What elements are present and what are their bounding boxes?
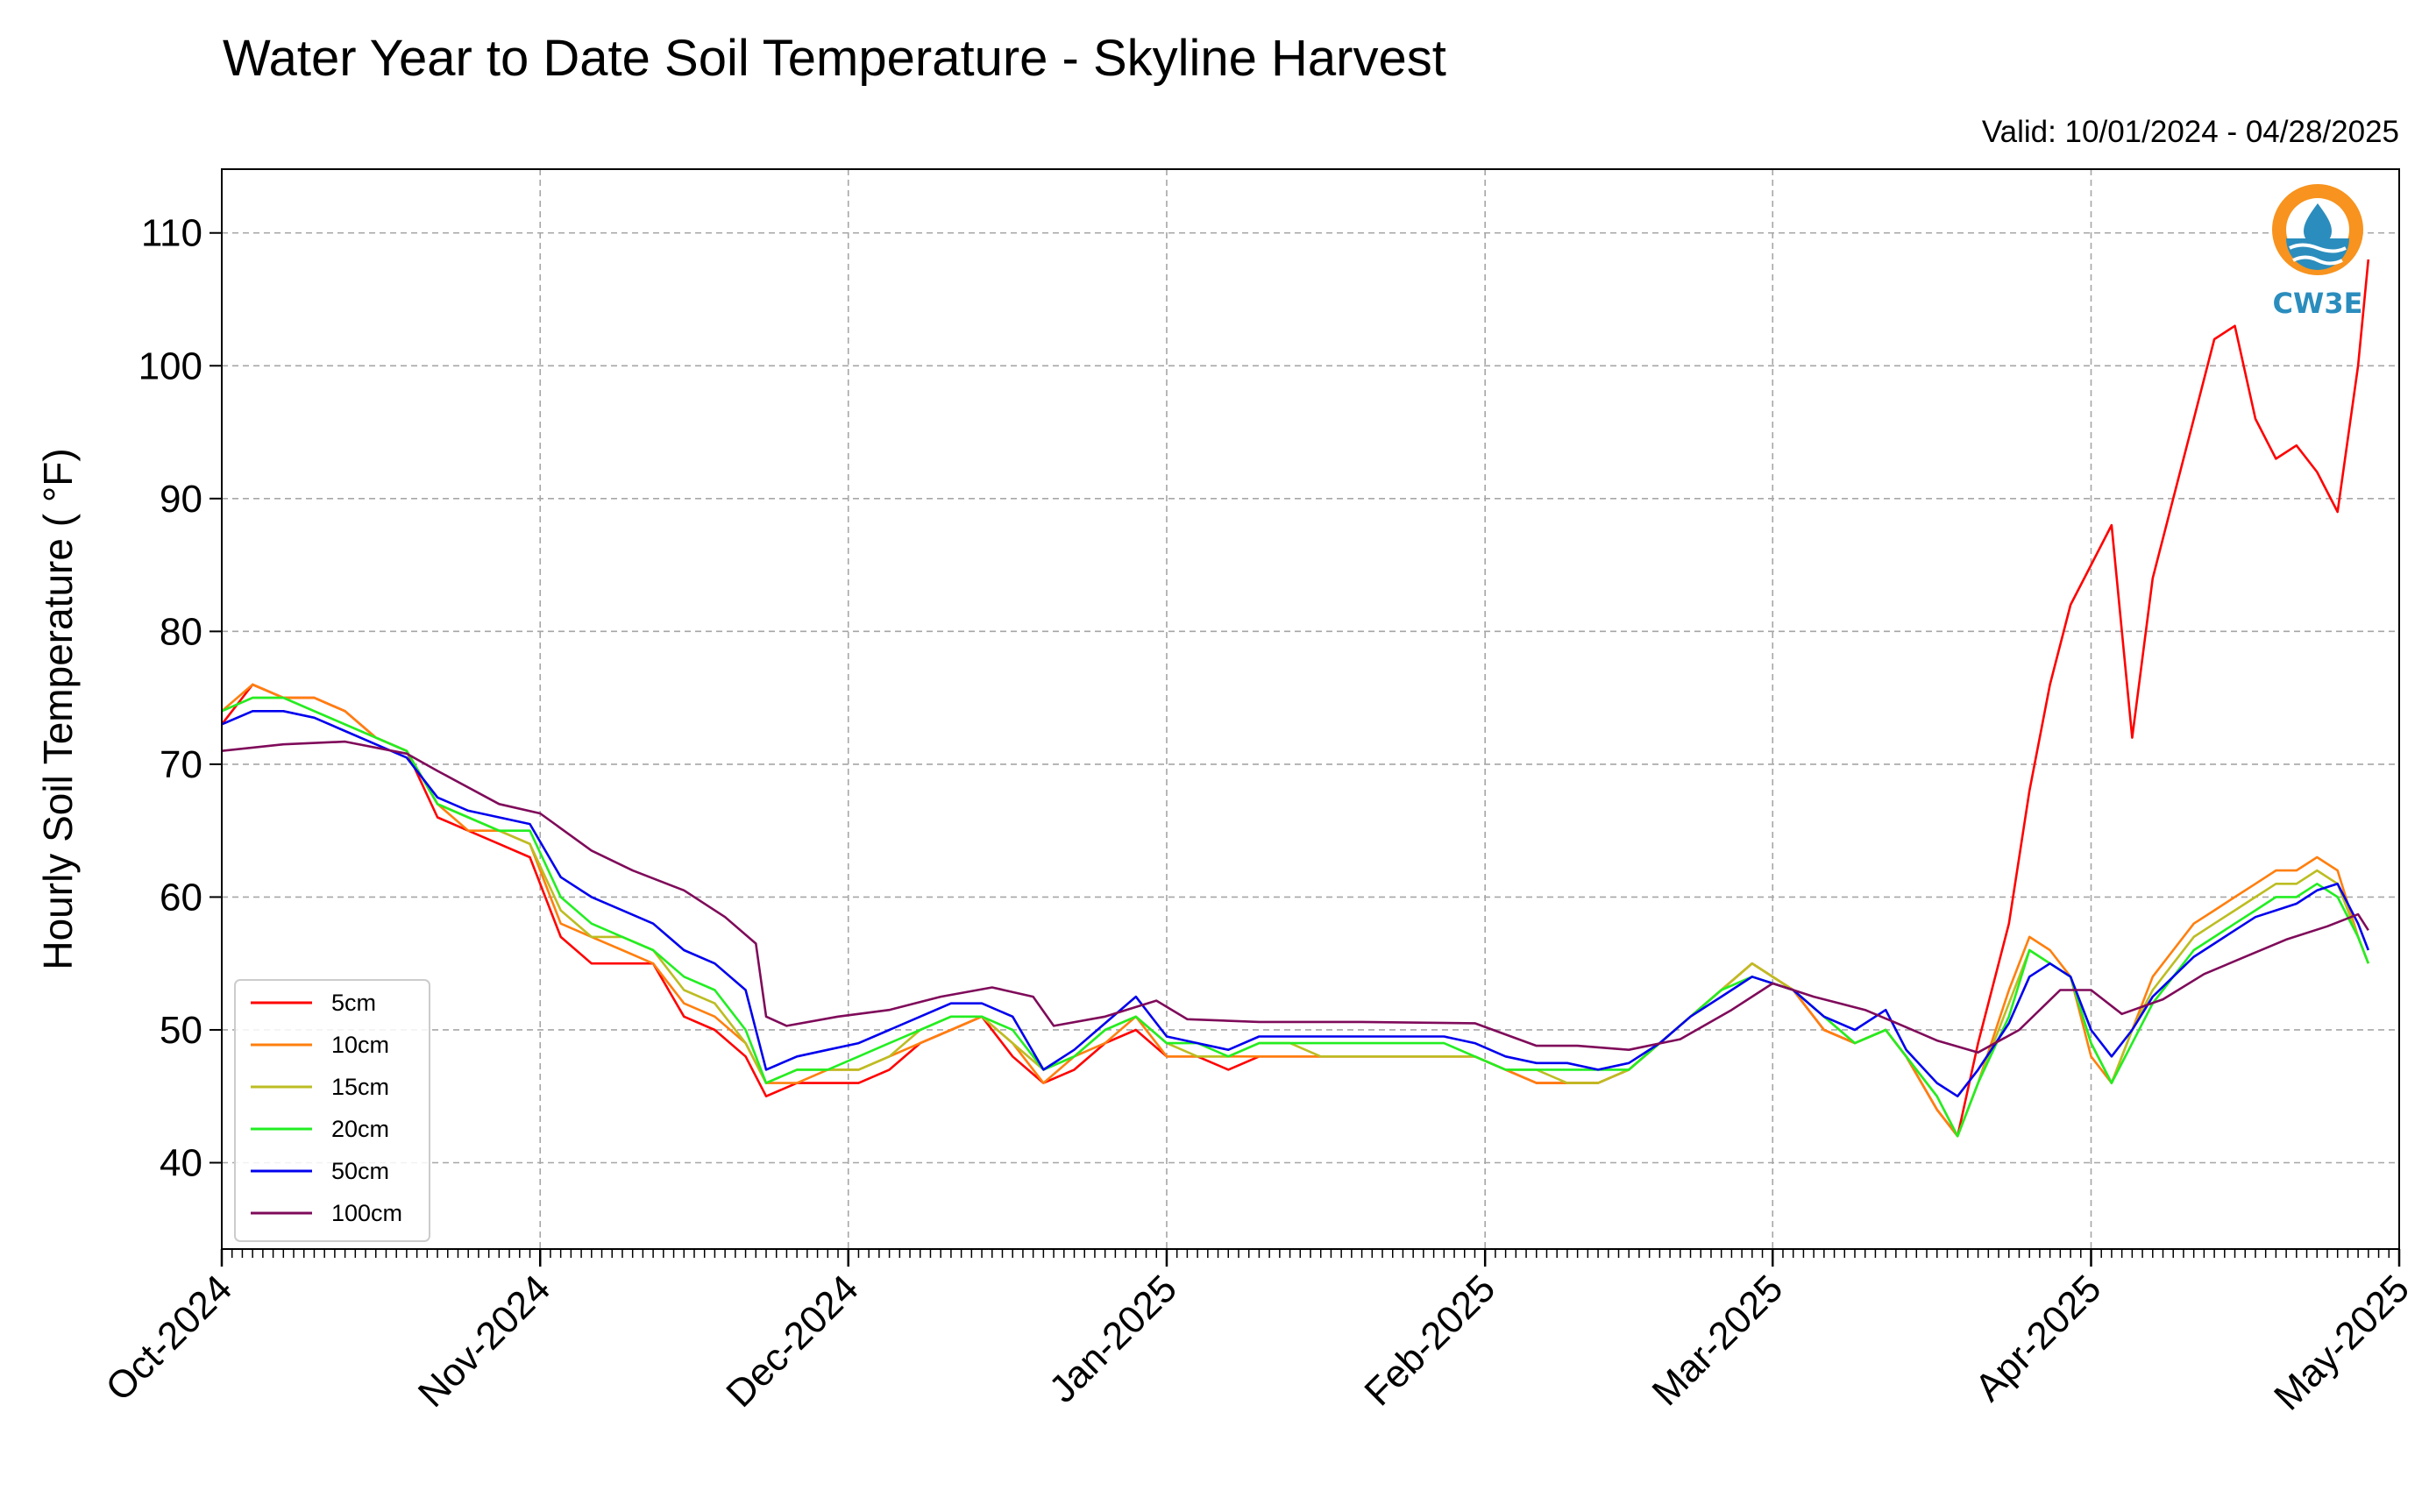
series-line-20cm bbox=[221, 696, 2370, 1138]
series-line-100cm bbox=[221, 740, 2369, 1054]
y-tick-label: 70 bbox=[160, 743, 202, 786]
legend-label-100cm: 100cm bbox=[331, 1200, 402, 1226]
legend-label-15cm: 15cm bbox=[331, 1074, 389, 1100]
legend: 5cm 10cm 15cm 20cm 50cm 100cm bbox=[234, 979, 430, 1242]
y-tick-label: 90 bbox=[160, 478, 202, 521]
legend-label-5cm: 5cm bbox=[331, 990, 376, 1016]
legend-label-50cm: 50cm bbox=[331, 1158, 389, 1184]
legend-label-20cm: 20cm bbox=[331, 1116, 389, 1142]
y-axis-ticks: 40 50 60 70 80 90 100 110 bbox=[138, 212, 222, 1185]
y-tick-label: 40 bbox=[160, 1142, 202, 1185]
cw3e-logo: CW3E bbox=[2272, 184, 2363, 320]
legend-label-10cm: 10cm bbox=[331, 1032, 389, 1058]
logo-drop-icon bbox=[2304, 203, 2332, 245]
y-tick-label: 80 bbox=[160, 610, 202, 653]
y-axis-label: Hourly Soil Temperature ( °F) bbox=[35, 448, 81, 969]
y-tick-label: 50 bbox=[160, 1009, 202, 1052]
y-tick-label: 100 bbox=[138, 344, 202, 387]
y-tick-label: 110 bbox=[141, 212, 202, 255]
series-line-50cm bbox=[221, 709, 2370, 1097]
series-lines bbox=[220, 259, 2370, 1138]
chart-subtitle: Valid: 10/01/2024 - 04/28/2025 bbox=[1982, 115, 2399, 149]
chart-title: Water Year to Date Soil Temperature - Sk… bbox=[223, 30, 1446, 87]
logo-text: CW3E bbox=[2273, 287, 2363, 320]
y-tick-label: 60 bbox=[160, 876, 202, 919]
